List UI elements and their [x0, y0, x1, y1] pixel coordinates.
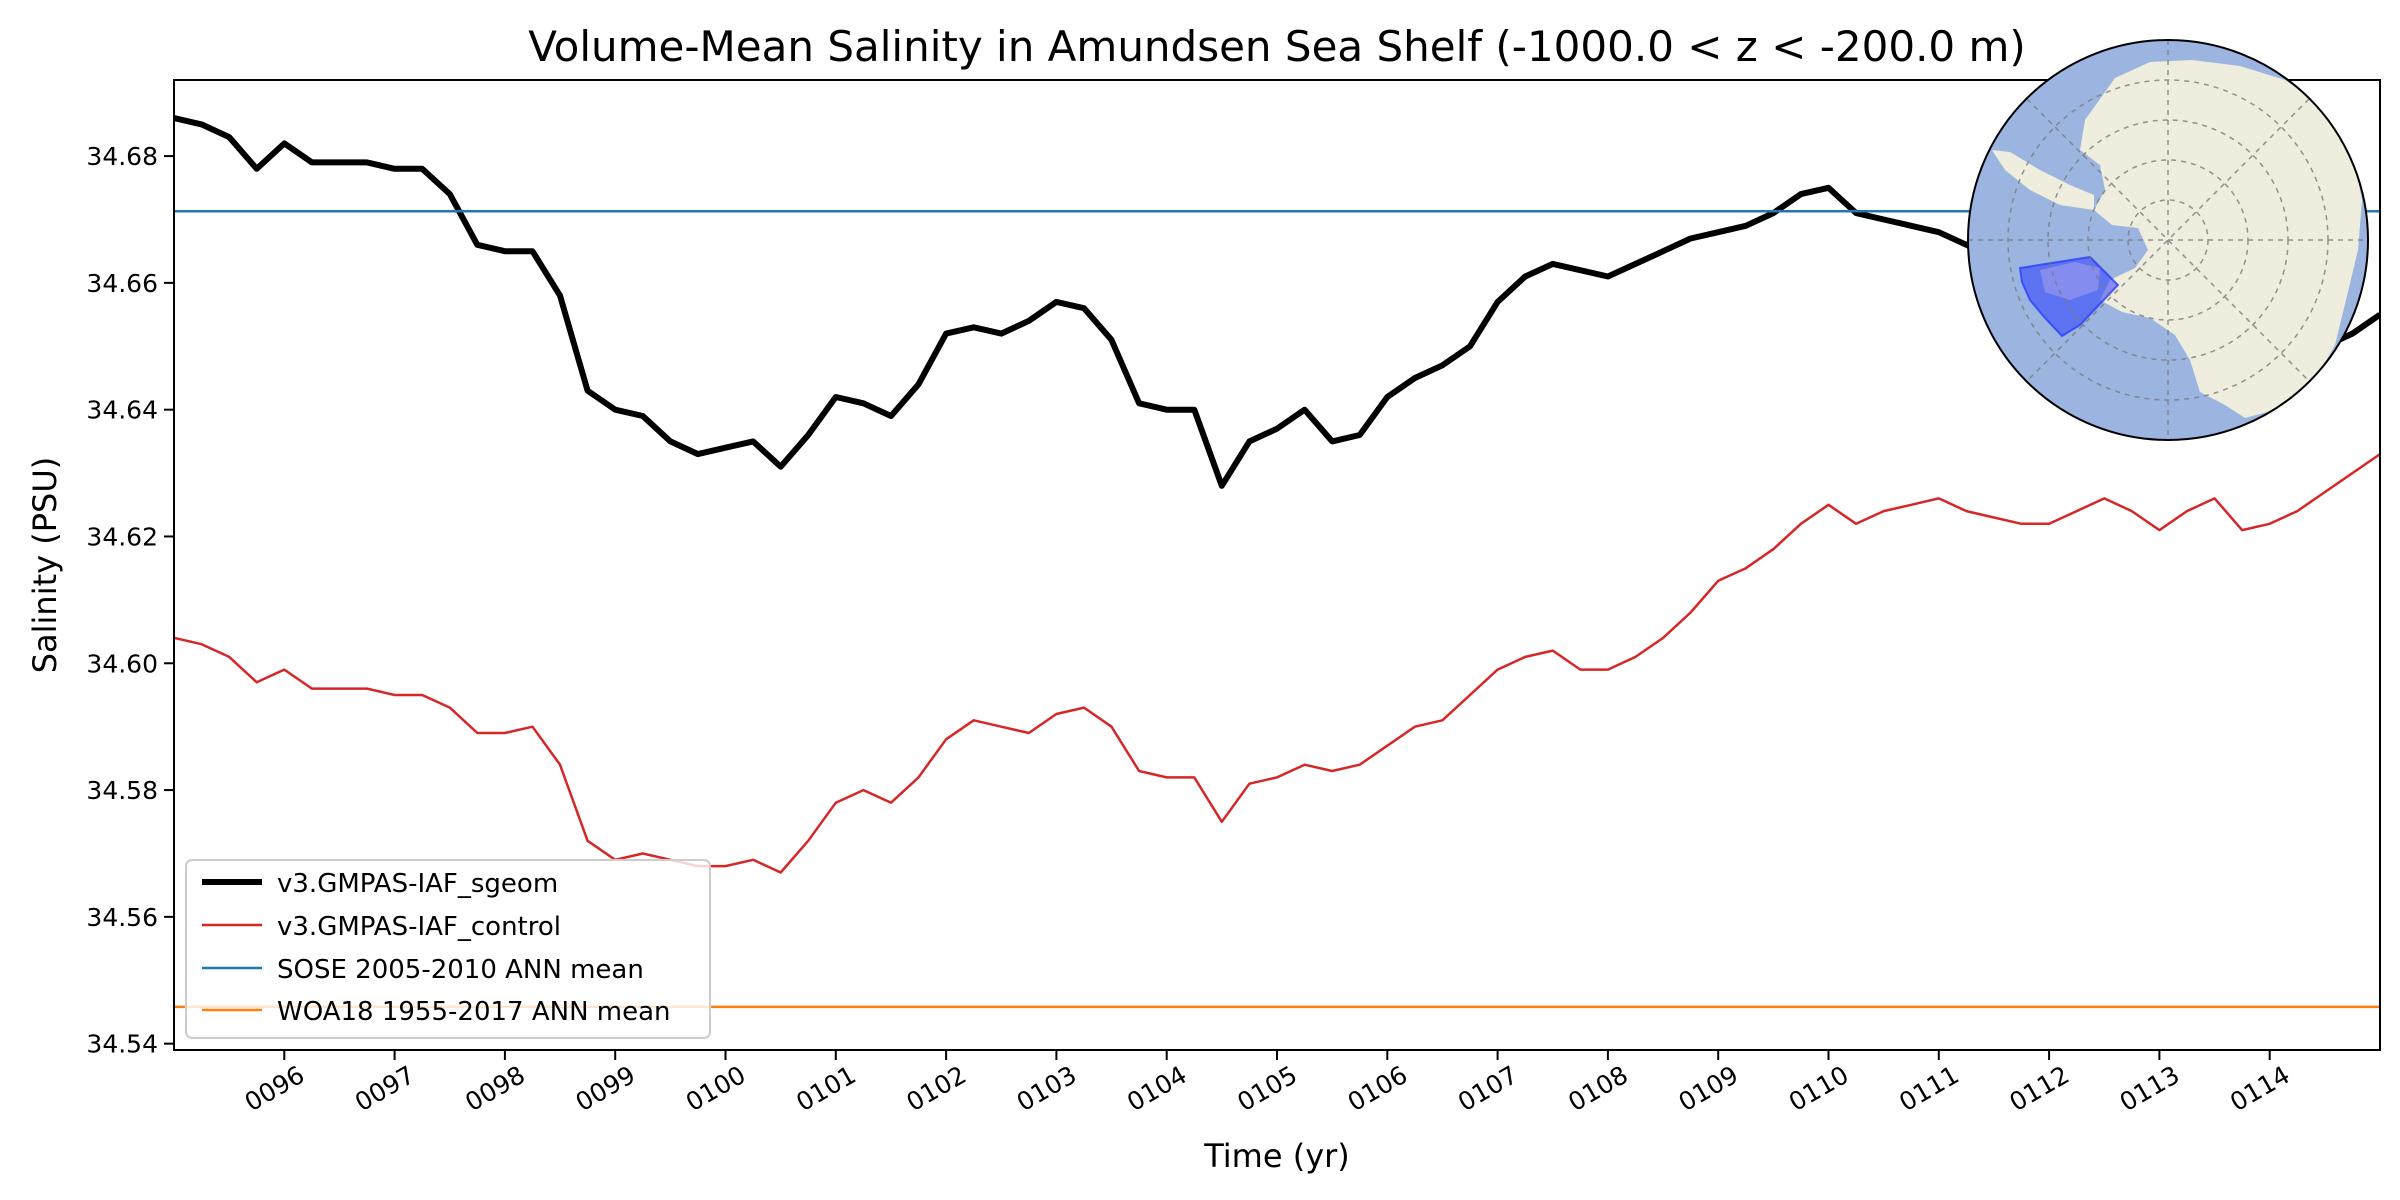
legend-box [185, 859, 711, 1039]
series-line-1 [174, 453, 2380, 874]
amundsen-sea-region [2018, 255, 2120, 338]
legend-label-control: v3.GMPAS-IAF_control [277, 912, 561, 942]
inset-gridlines [1968, 40, 2368, 440]
axes-frame [173, 79, 2381, 1051]
legend-label-sose: SOSE 2005-2010 ANN mean [277, 955, 644, 985]
y-tick-label-7: 34.68 [86, 142, 158, 171]
y-tick-label-4: 34.62 [86, 522, 158, 551]
chart-title: Volume-Mean Salinity in Amundsen Sea She… [528, 22, 2026, 71]
y-tick-label-5: 34.64 [86, 396, 158, 425]
antarctica-landmass [2080, 60, 2362, 418]
y-tick-label-1: 34.56 [86, 903, 158, 932]
y-tick-label-3: 34.60 [86, 649, 158, 678]
antarctic-peninsula [1992, 150, 2094, 210]
inset-map [1967, 39, 2369, 441]
y-tick-label-0: 34.54 [86, 1030, 158, 1059]
y-tick-label-6: 34.66 [86, 269, 158, 298]
legend-label-woa18: WOA18 1955-2017 ANN mean [277, 997, 671, 1027]
inset-border [1967, 39, 2369, 441]
y-axis-label: Salinity (PSU) [26, 457, 64, 674]
legend-label-sgeom: v3.GMPAS-IAF_sgeom [277, 869, 558, 899]
legend: v3.GMPAS-IAF_sgeom v3.GMPAS-IAF_control … [185, 859, 711, 1039]
y-tick-label-2: 34.58 [86, 776, 158, 805]
x-axis-label: Time (yr) [1203, 1137, 1350, 1175]
